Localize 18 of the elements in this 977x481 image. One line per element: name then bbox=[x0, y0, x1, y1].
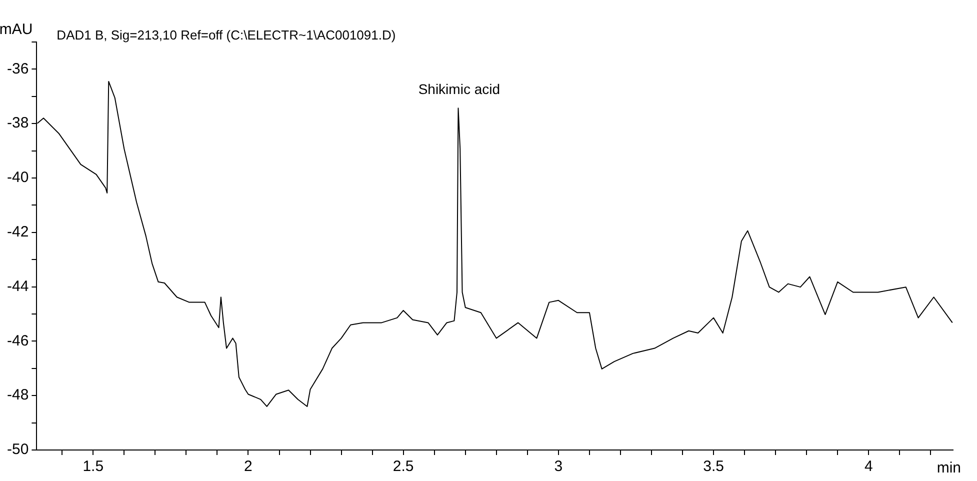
y-tick-label: -40 bbox=[6, 169, 29, 186]
y-tick-label: -36 bbox=[6, 60, 29, 78]
y-tick-label: -38 bbox=[6, 114, 29, 132]
x-tick-label: 3.5 bbox=[703, 458, 724, 476]
annotation: Shikimic acid bbox=[418, 81, 500, 98]
chart-title: DAD1 B, Sig=213,10 Ref=off (C:\ELECTR~1\AC001091.D) bbox=[56, 28, 396, 43]
x-tick-label: 2 bbox=[244, 458, 252, 476]
y-axis-title: mAU bbox=[0, 21, 33, 38]
x-tick-label: 2.5 bbox=[392, 458, 414, 476]
y-tick-label: -46 bbox=[6, 332, 29, 350]
x-tick-label: 1.5 bbox=[82, 458, 104, 476]
y-tick-label: -42 bbox=[6, 224, 29, 241]
x-tick-label: 4 bbox=[864, 458, 873, 476]
y-tick-label: -44 bbox=[6, 278, 29, 295]
y-tick-label: -50 bbox=[6, 441, 29, 458]
x-tick-label: 3 bbox=[554, 458, 563, 476]
y-tick-label: -48 bbox=[6, 386, 29, 404]
x-axis-title: min bbox=[936, 460, 961, 477]
